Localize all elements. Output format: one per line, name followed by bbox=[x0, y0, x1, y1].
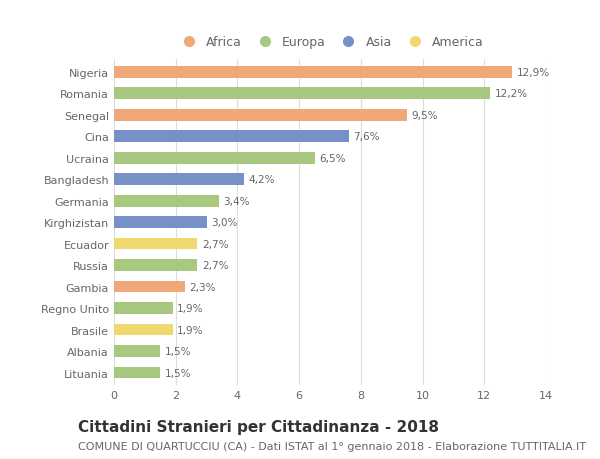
Text: 1,9%: 1,9% bbox=[177, 325, 204, 335]
Bar bbox=[114, 67, 512, 78]
Text: 1,9%: 1,9% bbox=[177, 303, 204, 313]
Text: 4,2%: 4,2% bbox=[248, 175, 275, 185]
Bar bbox=[114, 238, 197, 250]
Text: 9,5%: 9,5% bbox=[412, 111, 438, 120]
Bar bbox=[114, 152, 314, 164]
Bar bbox=[114, 110, 407, 121]
Bar bbox=[114, 131, 349, 143]
Text: 2,7%: 2,7% bbox=[202, 261, 229, 270]
Text: Cittadini Stranieri per Cittadinanza - 2018: Cittadini Stranieri per Cittadinanza - 2… bbox=[78, 419, 439, 434]
Bar bbox=[114, 174, 244, 185]
Bar bbox=[114, 281, 185, 293]
Text: 12,9%: 12,9% bbox=[517, 67, 550, 78]
Text: 12,2%: 12,2% bbox=[495, 89, 528, 99]
Text: 2,7%: 2,7% bbox=[202, 239, 229, 249]
Text: COMUNE DI QUARTUCCIU (CA) - Dati ISTAT al 1° gennaio 2018 - Elaborazione TUTTITA: COMUNE DI QUARTUCCIU (CA) - Dati ISTAT a… bbox=[78, 441, 586, 451]
Bar bbox=[114, 88, 490, 100]
Bar bbox=[114, 324, 173, 336]
Bar bbox=[114, 217, 206, 229]
Bar bbox=[114, 260, 197, 271]
Legend: Africa, Europa, Asia, America: Africa, Europa, Asia, America bbox=[173, 34, 487, 51]
Text: 1,5%: 1,5% bbox=[165, 368, 191, 378]
Text: 6,5%: 6,5% bbox=[319, 153, 346, 163]
Text: 3,4%: 3,4% bbox=[224, 196, 250, 206]
Bar bbox=[114, 195, 219, 207]
Bar bbox=[114, 302, 173, 314]
Bar bbox=[114, 345, 160, 357]
Text: 1,5%: 1,5% bbox=[165, 346, 191, 356]
Text: 3,0%: 3,0% bbox=[211, 218, 238, 228]
Text: 7,6%: 7,6% bbox=[353, 132, 380, 142]
Bar bbox=[114, 367, 160, 379]
Text: 2,3%: 2,3% bbox=[190, 282, 216, 292]
